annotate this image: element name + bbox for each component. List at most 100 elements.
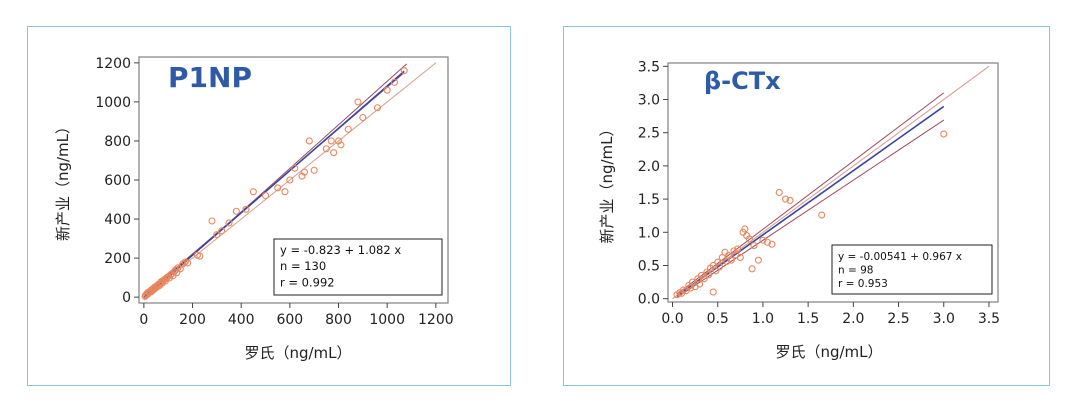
p1np-scatter-chart: 0 200 400 600 800 1000 1200 0 200 400 600 800 1000 12… [54, 56, 454, 362]
x-axis-label: 罗氏（ng/mL） [775, 343, 882, 361]
y-tick-label: 200 [104, 251, 131, 267]
stats-line: r = 0.953 [838, 278, 888, 290]
x-axis-label: 罗氏（ng/mL） [244, 344, 351, 362]
data-point [208, 217, 216, 225]
x-tick-label: 1000 [369, 312, 405, 328]
stats-line: n = 130 [280, 259, 326, 273]
data-point [281, 188, 289, 196]
data-point [750, 242, 758, 250]
data-point [184, 259, 192, 267]
data-point [322, 145, 330, 153]
data-point [359, 113, 367, 122]
y-axis-label: 新产业（ng/mL） [54, 119, 72, 241]
y-tick-label: 1200 [95, 56, 131, 72]
data-point [232, 207, 240, 215]
x-tick-label: 600 [276, 312, 303, 328]
data-point [727, 256, 735, 264]
data-point [745, 235, 753, 243]
data-point [274, 184, 282, 192]
stats-line: y = -0.00541 + 0.967 x [838, 251, 962, 263]
data-point [940, 130, 948, 138]
data-point [213, 231, 221, 239]
y-tick-label: 400 [104, 212, 131, 228]
x-tick-label: 3.0 [933, 311, 955, 327]
data-point [310, 166, 318, 174]
data-point [709, 261, 717, 270]
x-tick-label: 0.5 [707, 311, 729, 327]
data-point [786, 196, 794, 204]
chart-title: β-CTx [704, 67, 781, 95]
y-tick-label: 0.0 [638, 292, 660, 308]
data-point [337, 141, 345, 149]
x-tick-label: 1.0 [752, 311, 774, 327]
bctx-scatter-chart: 0.0 0.5 1.0 1.5 2.0 2.5 3.0 3.5 0.0 0.5 1.0 1.5 2.0 2… [598, 59, 1000, 361]
x-tick-label: 400 [228, 312, 255, 328]
data-point [721, 248, 729, 256]
stats-box [273, 238, 443, 296]
x-tick-label: 200 [179, 312, 206, 328]
data-point [754, 256, 762, 264]
data-point [781, 195, 790, 203]
x-tick-label: 1.5 [797, 311, 819, 327]
chart-panel-p1np: 0 200 400 600 800 1000 1200 0 200 400 600 800 1000 12… [27, 26, 511, 386]
stats-box [831, 244, 993, 295]
plot-frame [667, 62, 999, 303]
data-point [344, 125, 352, 133]
y-tick-label: 800 [104, 134, 131, 150]
data-point [712, 267, 720, 275]
data-point [373, 104, 381, 112]
data-point [327, 137, 335, 145]
data-point [768, 240, 776, 248]
data-point [225, 219, 233, 227]
stats-line: r = 0.992 [280, 275, 335, 289]
data-point [286, 176, 294, 184]
data-point [714, 258, 722, 266]
y-tick-label: 600 [104, 173, 131, 189]
data-point [300, 168, 308, 176]
stats-line: n = 98 [838, 264, 874, 276]
data-point [763, 238, 772, 246]
data-point [709, 288, 717, 296]
x-tick-label: 2.0 [842, 311, 864, 327]
data-point [242, 205, 250, 213]
data-point [734, 245, 742, 253]
identity-line [143, 62, 437, 298]
y-tick-label: 3.5 [638, 59, 660, 75]
x-tick-label: 800 [325, 312, 352, 328]
data-point [261, 192, 270, 200]
x-tick-label: 0.0 [661, 311, 683, 327]
data-point [354, 98, 362, 106]
data-point [700, 275, 708, 283]
data-point [715, 263, 724, 271]
data-point [218, 227, 226, 235]
data-point [718, 253, 726, 262]
data-point [390, 78, 399, 86]
data-point [679, 286, 687, 294]
y-axis-label: 新产业（ng/mL） [598, 121, 616, 243]
data-point [400, 67, 408, 75]
identity-line [672, 65, 990, 300]
y-tick-label: 0 [122, 290, 131, 306]
data-point [730, 247, 738, 255]
data-point [818, 211, 826, 219]
data-point [736, 253, 744, 262]
data-point [759, 236, 767, 244]
data-point [705, 271, 713, 279]
data-point [305, 137, 313, 145]
x-tick-label: 3.5 [978, 311, 1000, 327]
y-tick-label: 1.0 [638, 225, 660, 241]
y-tick-label: 1.5 [638, 192, 660, 208]
chart-panel-bctx: 0.0 0.5 1.0 1.5 2.0 2.5 3.0 3.5 0.0 0.5 1.0 1.5 2.0 2… [563, 26, 1050, 386]
data-point [173, 269, 181, 277]
y-tick-label: 0.5 [638, 258, 660, 274]
data-point [196, 252, 204, 260]
data-point [696, 280, 704, 288]
data-point [741, 225, 749, 233]
y-tick-label: 1000 [95, 95, 131, 111]
x-tick-label: 1200 [418, 312, 454, 328]
y-tick-label: 2.5 [638, 126, 660, 142]
data-point [330, 149, 338, 157]
data-point [748, 265, 756, 273]
chart-title: P1NP [168, 61, 252, 94]
y-tick-label: 2.0 [638, 159, 660, 175]
